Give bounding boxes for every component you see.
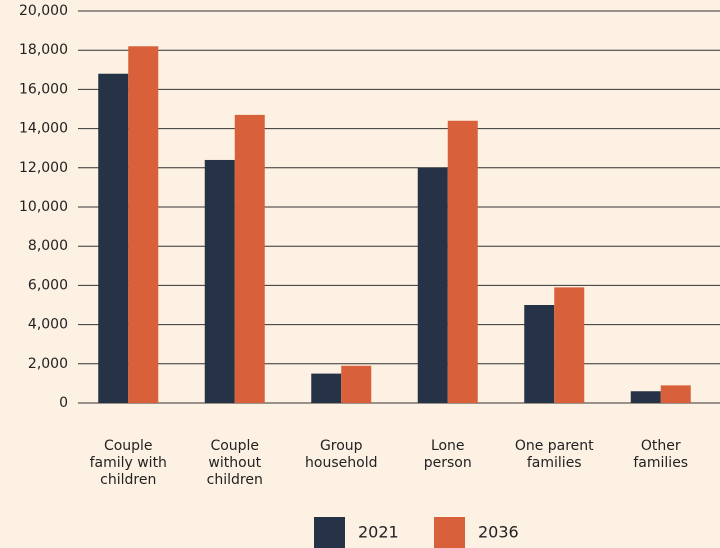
legend-swatch xyxy=(314,517,345,548)
bar xyxy=(447,120,478,403)
bar xyxy=(128,46,159,403)
bar xyxy=(311,373,342,403)
y-tick-label: 0 xyxy=(59,395,68,411)
bar xyxy=(234,114,265,403)
legend-swatch xyxy=(434,517,465,548)
bar xyxy=(204,159,235,403)
y-tick-label: 20,000 xyxy=(19,3,68,19)
x-tick-label: Couple family with children xyxy=(89,438,167,488)
x-tick-label: Couple without children xyxy=(206,438,263,488)
y-tick-label: 2,000 xyxy=(28,356,68,372)
x-tick-label: Other families xyxy=(633,438,689,471)
bar xyxy=(554,287,585,403)
legend-label: 2021 xyxy=(358,523,399,542)
y-tick-label: 14,000 xyxy=(19,121,68,137)
y-tick-label: 12,000 xyxy=(19,160,68,176)
bar xyxy=(417,167,448,403)
bar xyxy=(660,385,691,403)
legend-label: 2036 xyxy=(478,523,519,542)
y-tick-label: 16,000 xyxy=(19,81,68,97)
x-tick-label: Lone person xyxy=(423,438,472,471)
y-tick-label: 10,000 xyxy=(19,199,68,215)
x-tick-label: Group household xyxy=(305,438,378,471)
y-tick-label: 18,000 xyxy=(19,42,68,58)
x-tick-label: One parent families xyxy=(514,438,594,471)
bar xyxy=(341,365,372,403)
bar xyxy=(524,305,555,403)
bar xyxy=(98,73,129,403)
y-tick-label: 8,000 xyxy=(28,238,68,254)
bar xyxy=(630,391,661,403)
y-tick-label: 4,000 xyxy=(28,317,68,333)
y-tick-label: 6,000 xyxy=(28,277,68,293)
